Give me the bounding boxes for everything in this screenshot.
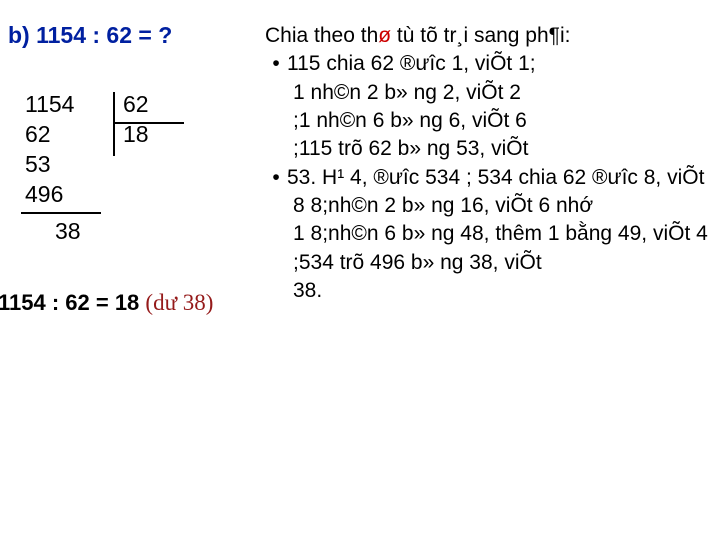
expl-6a: 53. [287, 166, 316, 189]
expl-8d: 49, viÕt 4 [612, 222, 708, 245]
explanation-block: Chia theo thø tù tõ tr¸i sang ph¶i: •115… [265, 22, 708, 305]
expl-5: ;115 trõ 62 b» ng 53, viÕt [293, 137, 528, 160]
long-division: 1154 62 53 496 62 18 38 [15, 90, 187, 210]
remainder: 38 [55, 218, 81, 245]
expl-10: 38. [293, 279, 322, 302]
expl-1a: Chia theo th [265, 24, 378, 47]
expl-8b: 8;nh©n 6 b» ng 48, [305, 222, 496, 245]
conclusion: 1154 : 62 = 18 (dư 38) [0, 290, 213, 316]
expl-1c: tù tõ tr¸i sang ph¶i: [397, 24, 571, 47]
division-vertical-line [113, 92, 115, 156]
dividend: 1154 [25, 90, 107, 120]
expl-7b: 8;nh©n 2 b» ng 16, viÕt 6 [305, 194, 556, 217]
problem-title: b) 1154 : 62 = ? [8, 22, 172, 49]
expl-9: ;534 trõ 496 b» ng 38, viÕt [293, 251, 542, 274]
subtract-2: 53 [25, 150, 107, 180]
expl-6b: H¹ 4, ®ư­îc 534 ; 534 chia 62 ®ư­îc 8, v… [316, 166, 704, 189]
subtract-1: 62 [25, 120, 107, 150]
division-horizontal-line [114, 122, 184, 124]
expl-8c: thêm 1 bằng [495, 222, 612, 245]
remainder-line [21, 212, 101, 214]
bullet-icon: • [265, 164, 287, 192]
expl-3: 1 nh©n 2 b» ng 2, viÕt 2 [293, 81, 521, 104]
subtract-3: 496 [25, 180, 107, 210]
bullet-icon: • [265, 50, 287, 78]
expl-4: ;1 nh©n 6 b» ng 6, viÕt 6 [293, 109, 527, 132]
conclusion-main: 1154 : 62 = 18 [0, 290, 145, 315]
expl-8a: 1 [293, 222, 305, 245]
conclusion-remainder: (dư 38) [145, 290, 213, 315]
quotient: 18 [123, 120, 187, 150]
expl-1b: ø [378, 24, 397, 47]
expl-2: 115 chia 62 ®ư­îc 1, viÕt 1; [287, 52, 536, 75]
expl-7c: nhớ [556, 194, 593, 217]
divisor: 62 [123, 90, 187, 120]
expl-7a: 8 [293, 194, 305, 217]
